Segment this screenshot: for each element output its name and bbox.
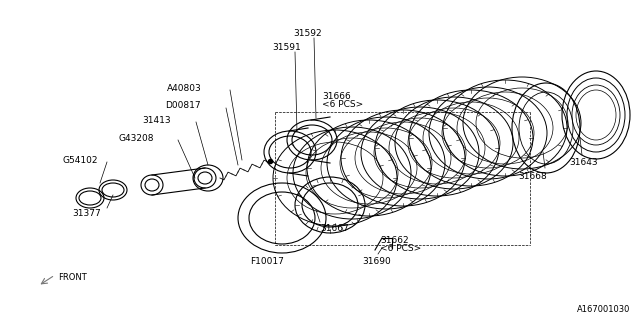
Text: 31690: 31690 bbox=[362, 258, 391, 267]
Text: <6 PCS>: <6 PCS> bbox=[380, 244, 421, 252]
Text: 31643: 31643 bbox=[569, 157, 598, 166]
Text: FRONT: FRONT bbox=[58, 274, 87, 283]
Text: F10017: F10017 bbox=[250, 258, 284, 267]
Text: A40803: A40803 bbox=[167, 84, 202, 92]
Text: 31377: 31377 bbox=[72, 209, 100, 218]
Text: 31413: 31413 bbox=[142, 116, 171, 124]
Text: 31592: 31592 bbox=[293, 28, 322, 37]
Text: G43208: G43208 bbox=[118, 133, 154, 142]
Text: 31667: 31667 bbox=[320, 223, 349, 233]
Text: <6 PCS>: <6 PCS> bbox=[322, 100, 364, 108]
Text: 31662: 31662 bbox=[380, 236, 408, 244]
Text: 31591: 31591 bbox=[272, 43, 301, 52]
Text: 31666: 31666 bbox=[322, 92, 351, 100]
Text: D00817: D00817 bbox=[165, 100, 200, 109]
Text: A167001030: A167001030 bbox=[577, 306, 630, 315]
Text: 31668: 31668 bbox=[518, 172, 547, 180]
Text: G54102: G54102 bbox=[62, 156, 97, 164]
